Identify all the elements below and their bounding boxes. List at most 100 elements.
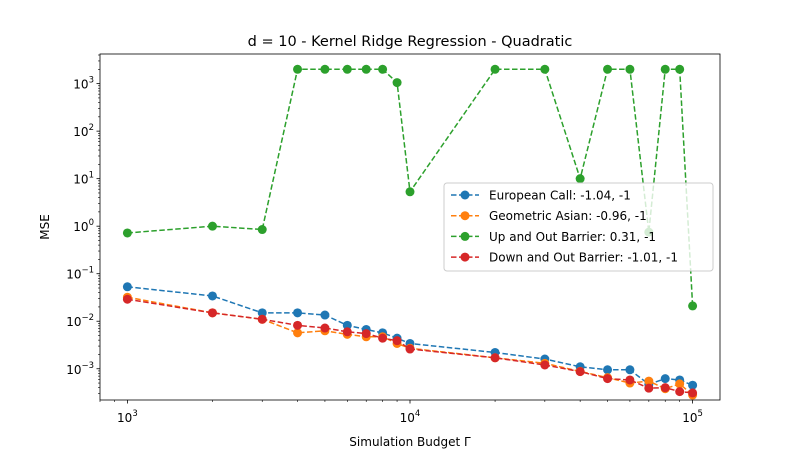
data-point: [257, 308, 267, 318]
legend-entry-0: European Call: -1.04, -1: [451, 189, 631, 203]
data-point: [675, 387, 685, 397]
data-point: [122, 282, 132, 292]
legend-label: Down and Out Barrier: -1.01, -1: [489, 251, 678, 265]
x-tick-label-base: 10: [117, 411, 132, 425]
data-point: [342, 64, 352, 74]
legend-marker: [460, 231, 470, 241]
y-tick-label-exponent: 2: [89, 123, 94, 133]
y-tick-label-base: 10: [73, 125, 88, 139]
data-point: [540, 360, 550, 370]
data-point: [660, 374, 670, 384]
legend-entry-2: Up and Out Barrier: 0.31, -1: [451, 230, 656, 244]
data-point: [207, 308, 217, 318]
legend-label: European Call: -1.04, -1: [489, 189, 631, 203]
legend-label: Geometric Asian: -0.96, -1: [489, 209, 647, 223]
y-tick-label: 100: [73, 218, 94, 234]
data-point: [378, 64, 388, 74]
x-tick-label-base: 10: [400, 411, 415, 425]
y-tick-label-base: 10: [73, 78, 88, 92]
y-tick-label-base: 10: [66, 363, 81, 377]
y-tick-label: 10−3: [66, 361, 94, 377]
data-point: [257, 314, 267, 324]
data-point: [644, 376, 654, 386]
legend-marker: [460, 252, 470, 262]
data-point: [320, 323, 330, 333]
legend-entry-1: Geometric Asian: -0.96, -1: [451, 209, 647, 223]
series-3: [122, 294, 698, 398]
y-tick-label-base: 10: [66, 268, 81, 282]
data-point: [625, 64, 635, 74]
y-tick-label-exponent: 0: [89, 218, 94, 228]
data-point: [603, 374, 613, 384]
data-point: [405, 344, 415, 354]
data-point: [603, 365, 613, 375]
data-point: [675, 379, 685, 389]
data-point: [293, 328, 303, 338]
data-point: [603, 64, 613, 74]
data-point: [644, 383, 654, 393]
data-point: [320, 64, 330, 74]
data-point: [207, 221, 217, 231]
y-tick-label-exponent: −2: [81, 313, 94, 323]
data-point: [675, 64, 685, 74]
data-point: [293, 308, 303, 318]
x-tick-label-exponent: 4: [415, 409, 420, 419]
data-point: [361, 64, 371, 74]
data-point: [293, 320, 303, 330]
data-point: [660, 383, 670, 393]
data-point: [122, 228, 132, 238]
y-tick-label: 103: [73, 76, 94, 92]
x-tick-label-exponent: 3: [132, 409, 137, 419]
data-point: [688, 380, 698, 390]
data-point: [405, 187, 415, 197]
y-axis-title: MSE: [38, 214, 52, 240]
data-point: [575, 174, 585, 184]
chart-title: d = 10 - Kernel Ridge Regression - Quadr…: [248, 34, 573, 50]
y-tick-label: 102: [73, 123, 94, 139]
y-tick-label: 101: [73, 171, 94, 187]
legend: European Call: -1.04, -1 Geometric Asian:…: [443, 182, 714, 272]
data-point: [378, 333, 388, 343]
x-tick-label-base: 10: [682, 411, 697, 425]
data-point: [122, 294, 132, 304]
x-axis-title: Simulation Budget Γ: [349, 435, 471, 449]
legend-box: [443, 182, 714, 272]
data-point: [660, 64, 670, 74]
legend-marker: [460, 211, 470, 221]
y-tick-label-base: 10: [73, 220, 88, 234]
data-point: [361, 329, 371, 339]
data-point: [540, 64, 550, 74]
y-tick-label-base: 10: [73, 173, 88, 187]
y-tick-label-exponent: −1: [81, 266, 94, 276]
data-point: [575, 367, 585, 377]
data-point: [293, 64, 303, 74]
x-tick-label-exponent: 5: [698, 409, 703, 419]
data-point: [342, 320, 352, 330]
y-tick-label: 10−2: [66, 313, 94, 329]
y-tick-label-base: 10: [66, 315, 81, 329]
data-point: [625, 375, 635, 385]
y-tick-label-exponent: −3: [81, 361, 94, 371]
x-tick-label: 105: [682, 409, 703, 425]
data-point: [490, 64, 500, 74]
legend-marker: [460, 190, 470, 200]
x-tick-label: 103: [117, 409, 138, 425]
data-point: [392, 78, 402, 88]
data-point: [342, 327, 352, 337]
data-point: [688, 301, 698, 311]
y-tick-label-exponent: 1: [89, 171, 94, 181]
legend-label: Up and Out Barrier: 0.31, -1: [489, 230, 656, 244]
y-tick-label-exponent: 3: [89, 76, 94, 86]
data-point: [392, 336, 402, 346]
plot-area: [122, 64, 698, 400]
data-point: [625, 365, 635, 375]
y-tick-label: 10−1: [66, 266, 94, 282]
legend-entry-3: Down and Out Barrier: -1.01, -1: [451, 251, 678, 265]
data-point: [688, 388, 698, 398]
data-point: [490, 353, 500, 363]
data-point: [207, 291, 217, 301]
data-point: [320, 310, 330, 320]
data-point: [257, 225, 267, 235]
